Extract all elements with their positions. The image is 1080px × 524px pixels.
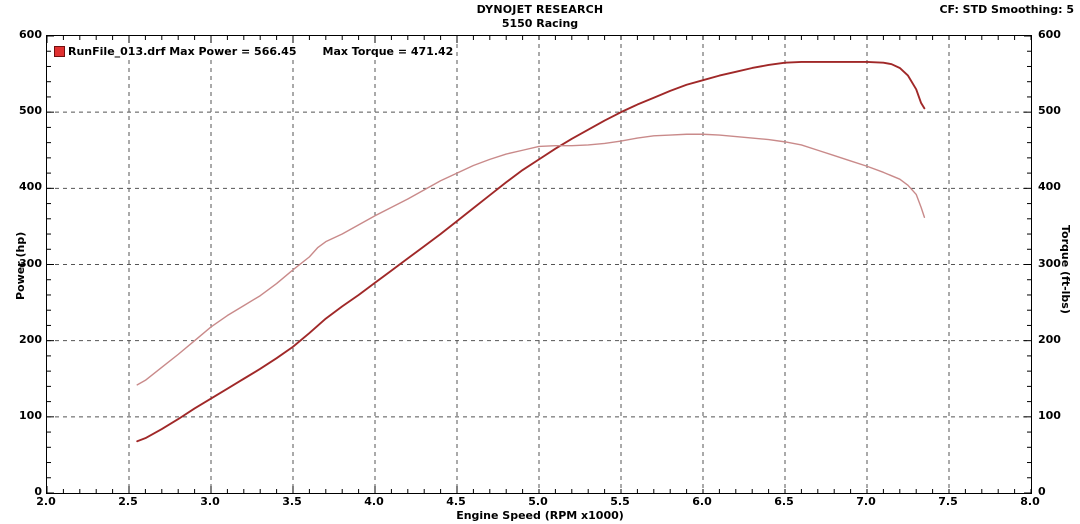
- y-axis-left-title: Power (hp): [14, 231, 27, 300]
- page-subtitle: 5150 Racing: [501, 17, 579, 30]
- dyno-chart-plot-area: [46, 35, 1032, 494]
- y-axis-right-tick-400: 400: [1038, 180, 1061, 194]
- x-axis-tick-5.5: 5.5: [610, 495, 630, 508]
- y-axis-right-tick-0: 0: [1038, 485, 1046, 498]
- x-axis-tick-6.5: 6.5: [774, 495, 794, 508]
- y-axis-right-tick-500: 500: [1038, 104, 1061, 118]
- y-axis-right-tick-200: 200: [1038, 332, 1061, 346]
- x-axis-tick-4.0: 4.0: [364, 495, 384, 508]
- y-axis-left-tick-600: 600: [19, 28, 42, 41]
- y-axis-left-tick-200: 200: [19, 332, 42, 346]
- x-axis-tick-7.0: 7.0: [856, 495, 876, 508]
- y-axis-left-tick-400: 400: [19, 180, 42, 194]
- y-axis-left-tick-500: 500: [19, 104, 42, 118]
- x-axis-tick-5.0: 5.0: [528, 495, 548, 508]
- x-axis-tick-2.0: 2.0: [36, 495, 56, 508]
- chart-curves: [136, 60, 926, 443]
- y-axis-left-tick-300: 300: [19, 256, 42, 270]
- power-curve: [136, 60, 926, 443]
- legend-torque-label: Max Torque = 471.42: [322, 45, 454, 58]
- y-axis-right-title: Torque (ft-lbs): [1059, 225, 1072, 314]
- x-axis-tick-2.5: 2.5: [118, 495, 138, 508]
- y-axis-right-tick-100: 100: [1038, 408, 1061, 422]
- chart-gridlines: [47, 36, 1031, 493]
- y-axis-left-tick-0: 0: [34, 485, 42, 498]
- legend-run-label: RunFile_013.drf Max Power = 566.45: [68, 45, 297, 58]
- x-axis-tick-6.0: 6.0: [692, 495, 712, 508]
- x-axis-tick-3.0: 3.0: [200, 495, 220, 508]
- x-axis-tick-3.5: 3.5: [282, 495, 302, 508]
- correction-factor-info: CF: STD Smoothing: 5: [939, 3, 1074, 16]
- x-axis-title: Engine Speed (RPM x1000): [456, 509, 624, 522]
- x-axis-tick-8.0: 8.0: [1020, 495, 1040, 508]
- y-axis-left-tick-100: 100: [19, 408, 42, 422]
- red-square-marker-icon: [54, 46, 65, 57]
- torque-curve: [136, 133, 926, 386]
- y-axis-right-tick-300: 300: [1038, 256, 1061, 270]
- chart-legend: RunFile_013.drf Max Power = 566.45 Max T…: [52, 44, 457, 59]
- y-axis-right-tick-600: 600: [1038, 28, 1061, 41]
- x-axis-tick-7.5: 7.5: [938, 495, 958, 508]
- page-title: DYNOJET RESEARCH: [476, 3, 604, 16]
- x-axis-tick-4.5: 4.5: [446, 495, 466, 508]
